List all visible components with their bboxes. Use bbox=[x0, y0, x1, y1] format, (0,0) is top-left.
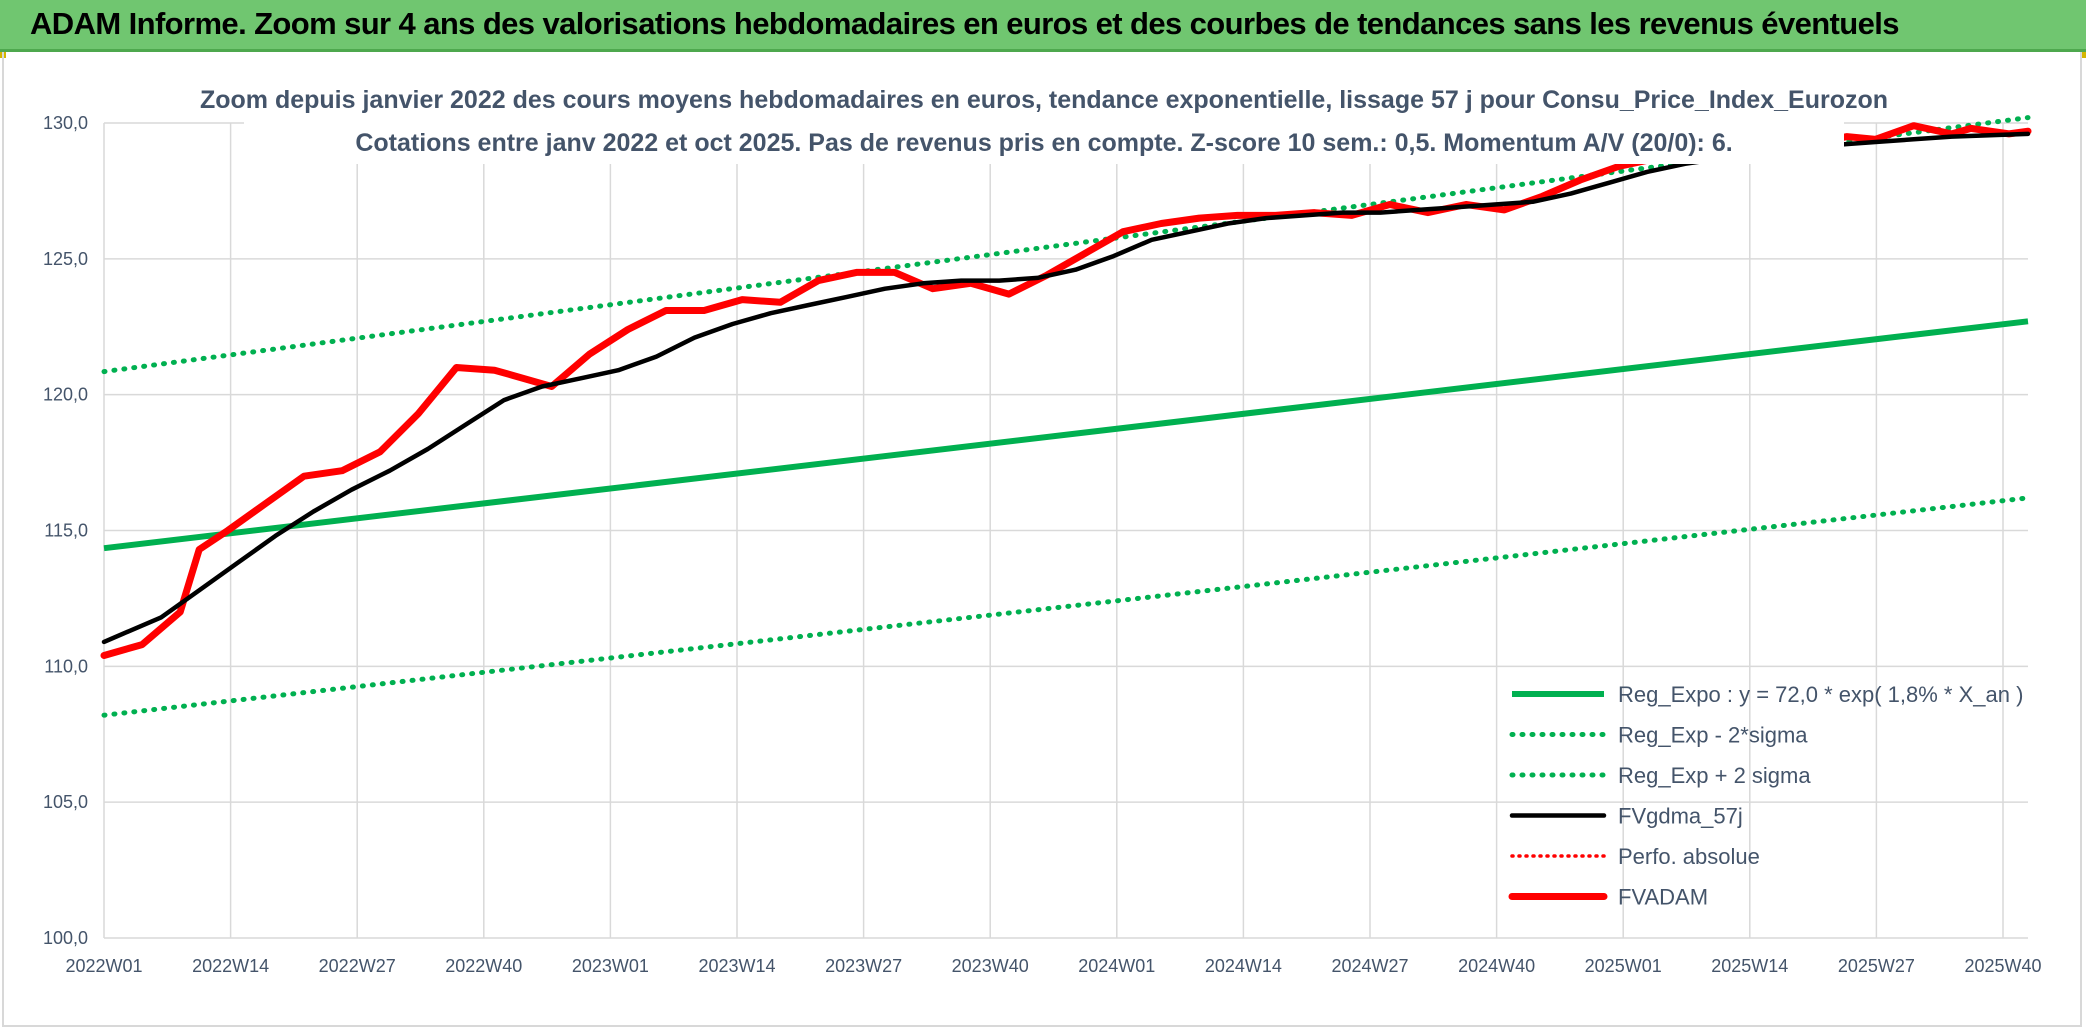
series-line-fvgdma-57j bbox=[101, 131, 2031, 645]
x-tick-label: 2022W27 bbox=[319, 956, 396, 976]
legend: Reg_Expo : y = 72,0 * exp( 1,8% * X_an )… bbox=[1508, 682, 2023, 910]
x-tick-label: 2025W01 bbox=[1585, 956, 1662, 976]
x-tick-label: 2022W14 bbox=[192, 956, 269, 976]
y-tick-label: 110,0 bbox=[44, 656, 88, 676]
title-backdrop bbox=[244, 80, 1844, 164]
y-tick-label: 125,0 bbox=[43, 249, 88, 269]
x-tick-label: 2024W14 bbox=[1205, 956, 1282, 976]
y-tick-label: 115,0 bbox=[44, 521, 88, 541]
grid-layer bbox=[103, 122, 2028, 939]
legend-label: FVgdma_57j bbox=[1618, 804, 1743, 829]
axis-layer: 100,0 105,0 110,0 115,0 120,0 125,0 130,0 2022W… bbox=[43, 113, 2042, 976]
x-tick-label: 2024W01 bbox=[1078, 956, 1155, 976]
report-title: ADAM Informe. Zoom sur 4 ans des valoris… bbox=[30, 6, 1900, 41]
chart-title: Zoom depuis janvier 2022 des cours moyen… bbox=[200, 86, 1888, 114]
chart-frame bbox=[2, 52, 2082, 1027]
y-tick-label: 120,0 bbox=[43, 385, 88, 405]
y-tick-label: 130,0 bbox=[43, 113, 88, 133]
x-tick-label: 2024W40 bbox=[1458, 956, 1535, 976]
series-line-reg-exp-2-sigma bbox=[101, 495, 2031, 718]
series-line-reg-exp-2-sigma bbox=[101, 115, 2031, 375]
x-tick-label: 2023W27 bbox=[825, 956, 902, 976]
x-tick-label: 2022W01 bbox=[65, 956, 142, 976]
x-tick-label: 2025W40 bbox=[1964, 956, 2041, 976]
frame-corner-right bbox=[2080, 52, 2086, 58]
legend-label: Reg_Expo : y = 72,0 * exp( 1,8% * X_an ) bbox=[1618, 682, 2023, 707]
legend-label: FVADAM bbox=[1618, 885, 1708, 910]
x-tick-label: 2023W01 bbox=[572, 956, 649, 976]
chart-subtitle: Cotations entre janv 2022 et oct 2025. P… bbox=[355, 129, 1732, 157]
legend-label: Reg_Exp + 2 sigma bbox=[1618, 763, 1811, 788]
x-tick-label: 2023W14 bbox=[698, 956, 775, 976]
report-banner: ADAM Informe. Zoom sur 4 ans des valoris… bbox=[0, 0, 2086, 52]
y-tick-label: 100,0 bbox=[43, 928, 88, 948]
legend-label: Reg_Exp - 2*sigma bbox=[1618, 723, 1808, 748]
x-tick-label: 2025W14 bbox=[1711, 956, 1788, 976]
y-tick-label: 105,0 bbox=[43, 792, 88, 812]
x-tick-label: 2022W40 bbox=[445, 956, 522, 976]
x-tick-label: 2024W27 bbox=[1331, 956, 1408, 976]
series-layer bbox=[100, 115, 2032, 718]
series-line-reg-expo-y-72-0-exp-1-8-x-an bbox=[103, 318, 2029, 552]
series-line-fvadam bbox=[100, 122, 2032, 659]
x-tick-label: 2023W40 bbox=[952, 956, 1029, 976]
x-tick-label: 2025W27 bbox=[1838, 956, 1915, 976]
legend-label: Perfo. absolue bbox=[1618, 844, 1760, 869]
